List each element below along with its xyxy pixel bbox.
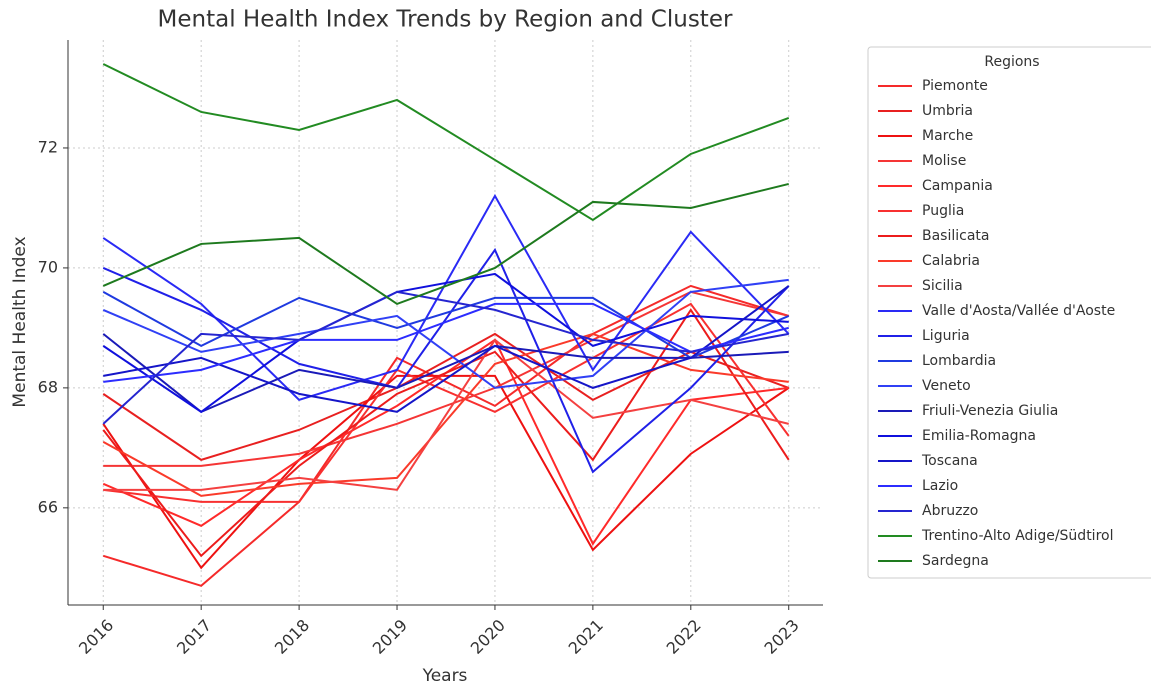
legend-label: Campania [922,178,993,194]
series-line [102,308,790,558]
plot-area: 66 68 70 72 2016 2017 2018 2019 2020 2021 2022 2023 [38,40,823,658]
series-line [102,374,790,570]
legend-label: Molise [922,153,966,169]
series-line [102,290,789,425]
legend-label: Lombardia [922,353,996,369]
series-line [103,302,789,383]
series-line [102,182,789,306]
legend-label: Liguria [922,328,970,344]
legend-label: Trentino-Alto Adige/Südtirol [921,528,1113,544]
series-line [102,333,789,414]
legend-label: Sardegna [922,553,989,569]
legend-box [867,46,1151,579]
legend-label: Basilicata [922,228,990,244]
legend-label: Abruzzo [922,503,978,519]
legend-label: Emilia-Romagna [922,428,1036,444]
legend-label: Toscana [921,453,978,469]
x-tick-label: 2018 [271,616,313,658]
series-line [102,63,790,222]
series-line [102,338,789,546]
series-line [102,272,789,414]
series-line [103,338,789,491]
series-line [103,290,789,467]
series-line [102,284,790,587]
legend-label: Veneto [922,378,971,394]
series-line [102,247,790,474]
x-tick-label: 2017 [173,616,215,658]
series-line [102,332,790,461]
y-tick-label: 72 [38,137,58,156]
x-tick-label: 2019 [369,616,411,658]
y-tick-label: 70 [38,257,58,276]
y-tick-label: 68 [38,377,58,396]
legend-label: Lazio [922,478,958,494]
x-tick-label: 2022 [663,616,705,658]
series-line [102,278,789,389]
legend-label: Friuli-Venezia Giulia [922,403,1058,419]
legend-label: Calabria [922,253,980,269]
x-tick-label: 2020 [467,616,509,658]
legend-label: Sicilia [922,278,963,294]
x-tick-label: 2021 [565,616,607,658]
legend-label: Puglia [922,203,964,219]
legend-label: Valle d'Aosta/Vallée d'Aoste [922,303,1115,319]
x-tick-label: 2016 [75,616,117,658]
legend-title: Regions [984,54,1039,70]
legend-label: Umbria [922,103,973,119]
y-tick-label: 66 [38,497,58,516]
series-line [102,291,790,360]
chart-title: Mental Health Index Trends by Region and… [158,7,733,33]
legend-label: Marche [922,128,973,144]
y-axis-label: Mental Health Index [10,236,30,407]
x-tick-label: 2023 [761,616,803,658]
series-line [103,302,790,503]
legend-label: Piemonte [922,78,988,94]
x-axis-label: Years [422,666,468,686]
